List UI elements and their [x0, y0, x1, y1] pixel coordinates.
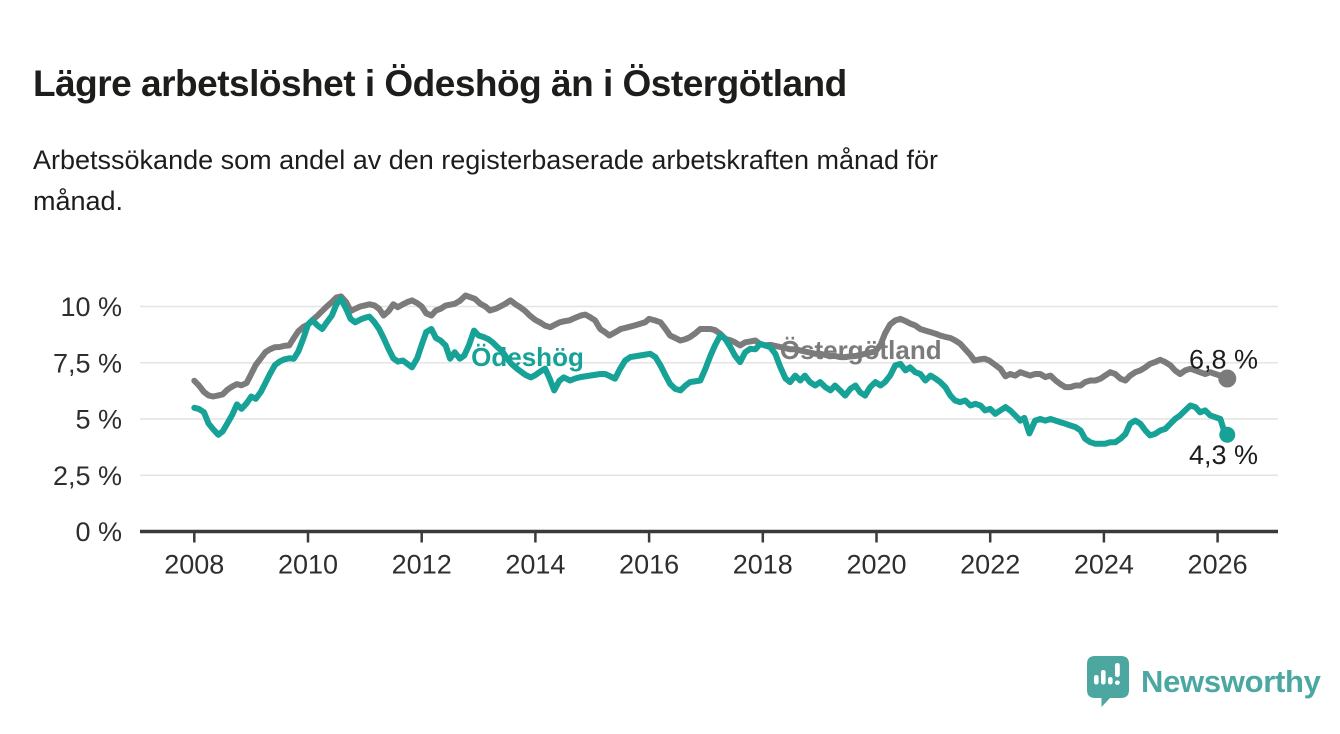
x-axis-label: 2014: [505, 550, 565, 580]
y-axis-label: 5 %: [75, 405, 122, 435]
y-axis-label: 2,5 %: [53, 461, 122, 491]
y-axis-label: 7,5 %: [53, 348, 122, 378]
series-label-östergötland: Östergötland: [780, 335, 942, 365]
series-end-dot-östergötland: [1218, 369, 1237, 388]
x-axis-label: 2020: [846, 550, 906, 580]
x-axis-label: 2018: [733, 550, 793, 580]
chart-title: Lägre arbetslöshet i Ödeshög än i Österg…: [33, 62, 847, 104]
chart-subtitle-line-1: Arbetssökande som andel av den registerb…: [33, 145, 939, 175]
series-line-ödeshög: [191, 295, 1231, 447]
newsworthy-logo-text: Newsworthy: [1141, 663, 1321, 699]
chart-subtitle-line-2: månad.: [33, 186, 124, 216]
series-end-value-label-ödeshög: 4,3 %: [1189, 440, 1258, 470]
series-end-value-label-östergötland: 6,8 %: [1189, 345, 1258, 375]
newsworthy-logo: Newsworthy: [1086, 655, 1321, 708]
series-line-östergötland: [191, 292, 1231, 400]
y-axis-label: 0 %: [75, 517, 122, 547]
x-axis-label: 2026: [1188, 550, 1248, 580]
series-end-dot-ödeshög: [1219, 426, 1236, 443]
x-axis-label: 2022: [960, 550, 1020, 580]
x-axis-label: 2016: [619, 550, 679, 580]
newsworthy-logo-icon: [1087, 656, 1129, 707]
series-label-ödeshög: Ödeshög: [471, 342, 584, 372]
x-axis-label: 2010: [278, 550, 338, 580]
x-axis-label: 2012: [392, 550, 452, 580]
x-axis-label: 2024: [1074, 550, 1134, 580]
x-axis-label: 2008: [164, 550, 224, 580]
y-axis-label: 10 %: [60, 292, 122, 322]
chart-subtitle: Arbetssökande som andel av den registerb…: [33, 140, 938, 222]
